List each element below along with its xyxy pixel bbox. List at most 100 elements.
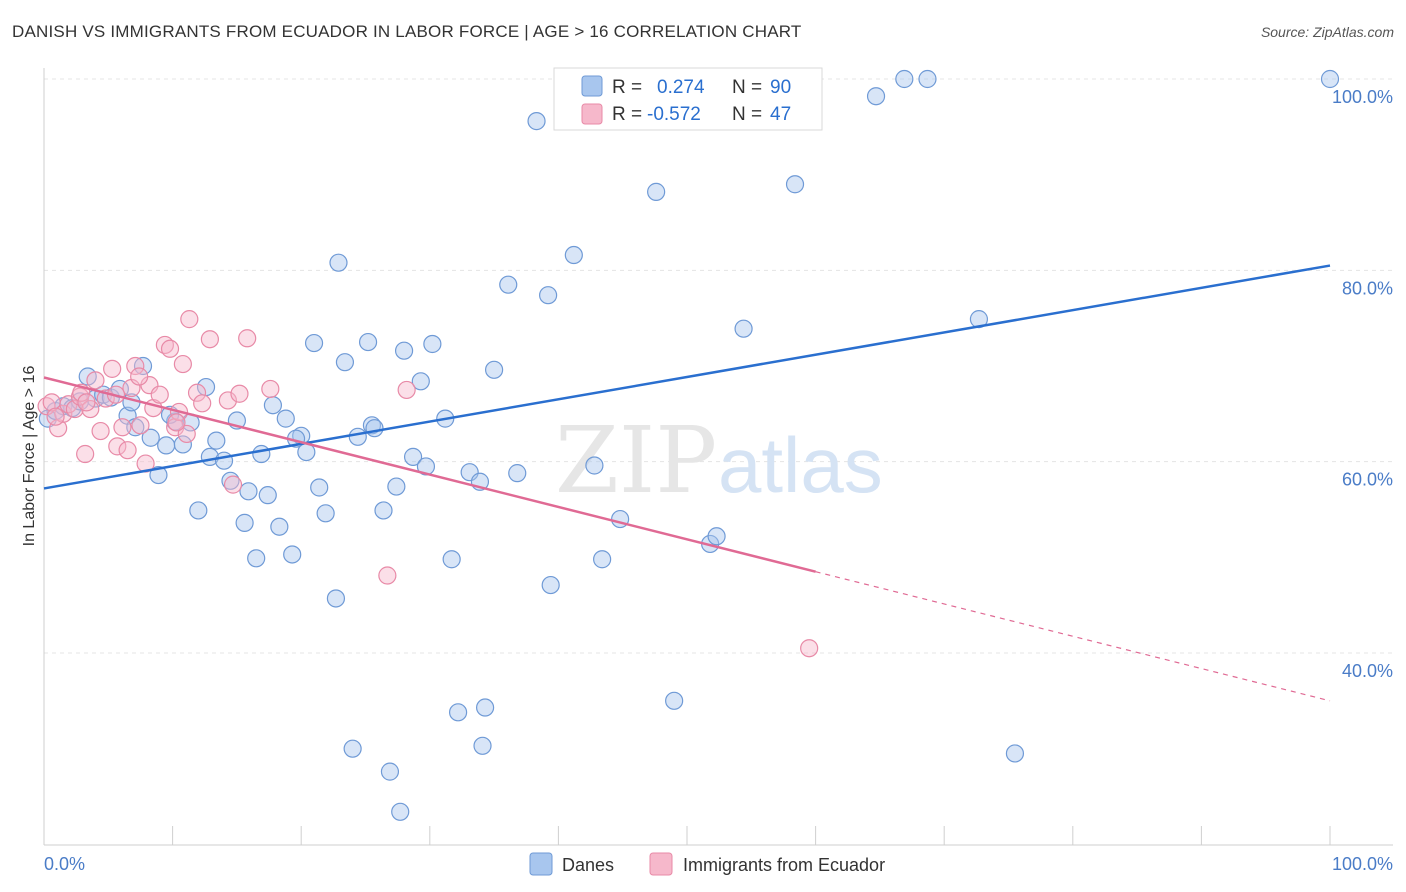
danes-point [527,111,546,131]
danes-point [329,253,348,272]
danes-point [362,416,382,435]
ecuador-point [77,393,96,412]
legend-swatch-danes [581,75,603,97]
ecuador-point [218,391,237,410]
source-label: Source: ZipAtlas.com [1260,24,1394,40]
danes-point [707,527,726,546]
ecuador-point [49,419,68,438]
bottom-legend-swatch-ecuador [649,852,673,876]
ecuador-point [86,371,105,390]
ecuador-point [91,421,110,441]
watermark-atlas: atlas [718,421,883,509]
danes-point [564,245,583,265]
danes-point [411,372,430,391]
danes-point [270,517,289,536]
danes-point [1320,69,1340,89]
ecuador-point [173,354,192,374]
ecuador-point [238,329,257,348]
danes-point [448,703,468,722]
ecuador-trend-line [43,376,816,573]
series-legend: Danes Immigrants from Ecuador [529,852,885,876]
danes-point [918,69,937,89]
gridlines [44,78,1393,654]
danes-point [647,182,666,201]
y-tick-label-60: 60.0% [1342,470,1393,490]
ecuador-point [167,413,186,432]
danes-point [416,457,436,476]
danes-point [252,444,271,464]
danes-point [247,549,266,568]
danes-point [403,447,423,466]
legend-n-label-danes: N = [732,77,762,98]
trend-lines [43,264,1331,702]
danes-point [475,698,495,717]
legend-r-value-ecuador: -0.572 [647,104,701,125]
danes-point [785,175,805,194]
danes-point [895,69,914,89]
ecuador-point [261,379,280,399]
axes [43,68,1393,846]
watermark-zip: ZIP [555,407,717,514]
legend-n-label-ecuador: N = [732,104,762,125]
ecuador-point [76,444,95,464]
danes-point [141,428,160,447]
danes-point [485,360,504,379]
legend-r-label-danes: R = [612,77,642,98]
ecuador-point [200,330,219,349]
danes-point [263,396,283,415]
ecuador-point [800,639,819,658]
ecuador-point [180,310,199,329]
y-tick-label-100: 100.0% [1332,87,1393,107]
danes-point [343,739,362,758]
danes-point [423,334,442,354]
danes-point [391,802,410,821]
ecuador-trend-extension [815,571,1331,702]
ecuador-point [130,367,149,386]
danes-point [508,464,527,483]
ecuador-point [187,383,207,402]
ecuador-point [160,339,180,358]
danes-point [276,409,295,428]
ecuador-point [126,356,145,376]
danes-point [207,431,226,450]
danes-point [335,353,355,372]
danes-point [665,691,684,710]
y-tick-labels: 40.0% 60.0% 80.0% 100.0% [1332,87,1393,681]
danes-point [387,477,406,496]
danes-point [585,456,604,475]
legend-swatch-ecuador [581,103,603,125]
danes-point [304,333,324,353]
ecuador-point [103,359,122,378]
danes-point [173,435,192,454]
y-tick-label-80: 80.0% [1342,278,1393,298]
ecuador-point [177,424,196,444]
danes-point [1005,744,1025,763]
danes-point [310,478,329,497]
danes-point [365,419,384,438]
ecuador-point [397,380,416,400]
ecuador-point [150,385,169,404]
danes-point [235,513,254,532]
legend-n-value-danes: 90 [770,77,791,98]
bottom-legend-label-danes: Danes [562,855,614,875]
danes-point [316,504,335,523]
danes-point [442,550,461,569]
y-tick-label-40: 40.0% [1342,661,1393,681]
danes-point [394,341,414,360]
danes-trend-line [43,264,1331,490]
danes-point [380,762,400,781]
ecuador-point [131,416,150,435]
correlation-legend: R = 0.274 N = 90 R = -0.572 N = 47 [553,67,823,131]
danes-point [283,545,302,564]
danes-point [157,436,176,455]
bottom-legend-label-ecuador: Immigrants from Ecuador [683,855,885,875]
danes-point [473,736,492,755]
danes-point [734,319,753,338]
danes-point [358,332,378,352]
danes-point [133,356,153,376]
legend-r-value-danes: 0.274 [657,77,705,98]
x-tick-label-min: 0.0% [44,854,85,874]
y-axis-label: In Labor Force | Age > 16 [21,366,38,547]
ecuador-point [378,566,397,585]
